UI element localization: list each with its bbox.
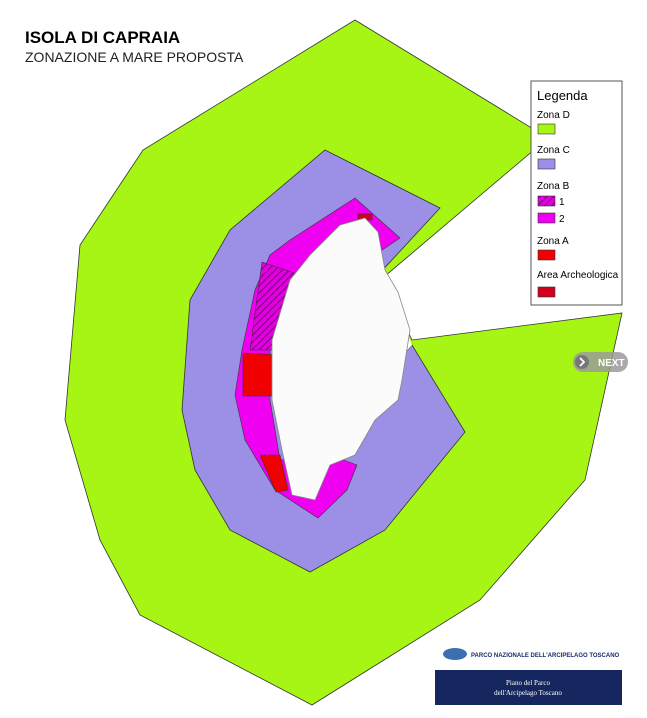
legend-swatch — [537, 249, 556, 261]
legend-label: 1 — [559, 197, 565, 208]
legend-swatch — [537, 123, 556, 135]
legend-label: 2 — [559, 214, 565, 225]
next-label[interactable]: NEXT — [598, 358, 625, 369]
legend-label: Zona B — [537, 181, 570, 192]
legend-label: Zona C — [537, 145, 570, 156]
legend-swatch — [537, 195, 556, 207]
legend-swatch — [537, 212, 556, 224]
subtitle: ZONAZIONE A MARE PROPOSTA — [25, 49, 244, 65]
plan-line: Piano del Parco — [506, 679, 550, 687]
organization: PARCO NAZIONALE DELL'ARCIPELAGO TOSCANO — [471, 653, 620, 659]
next-arrow[interactable] — [579, 357, 586, 367]
next-icon[interactable] — [575, 355, 589, 369]
footer: PARCO NAZIONALE DELL'ARCIPELAGO TOSCANO … — [435, 648, 622, 705]
legend-box — [530, 80, 623, 306]
legend-label: Area Archeologica — [537, 270, 619, 281]
legend-swatch — [537, 158, 556, 170]
plan-box — [435, 670, 622, 705]
zona-a — [259, 454, 289, 493]
legend: Legenda Zona D Zona C Zona B 1 2 Zona A … — [530, 80, 623, 306]
island — [271, 217, 411, 501]
legend-title: Legenda — [537, 88, 588, 103]
legend-label: Zona A — [537, 236, 569, 247]
legend-label: Zona D — [537, 110, 570, 121]
title: ISOLA DI CAPRAIA — [25, 28, 180, 47]
legend-swatch — [537, 286, 556, 298]
next-button[interactable]: NEXT — [573, 352, 628, 372]
logo — [443, 648, 467, 660]
plan-line: dell'Arcipelago Toscano — [494, 689, 562, 697]
